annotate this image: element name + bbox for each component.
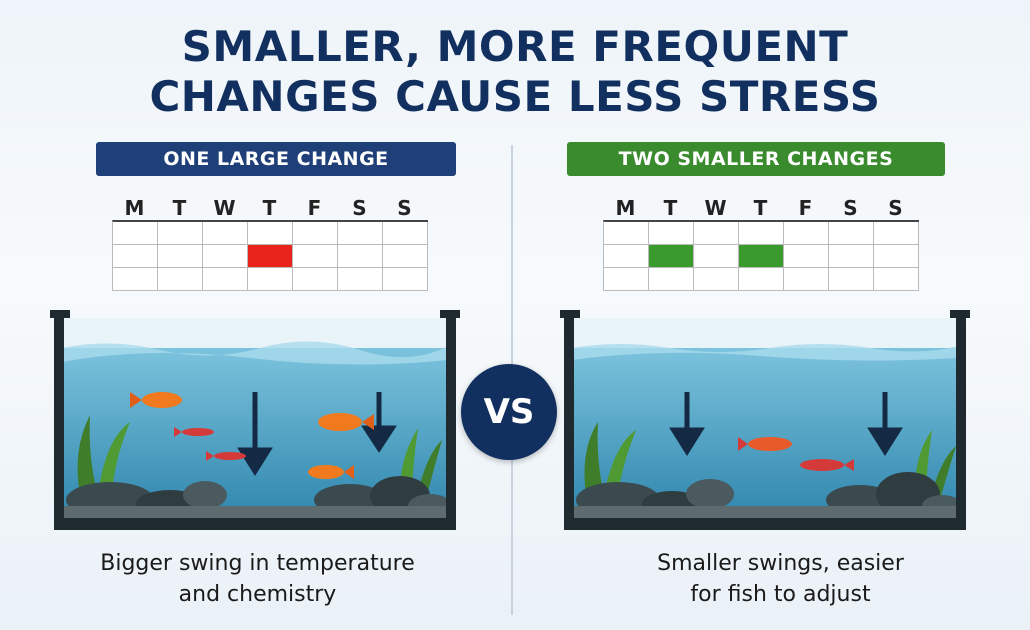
calendar-day-headers: M T W T F S S [112, 196, 428, 220]
day-label: W [704, 196, 727, 220]
caption-left: Bigger swing in temperature and chemistr… [0, 548, 515, 610]
calendar-cell [784, 245, 829, 268]
calendar-right: M T W T F S S [603, 196, 919, 291]
day-label: S [843, 196, 858, 220]
calendar-grid [603, 220, 919, 291]
day-label: S [888, 196, 903, 220]
calendar-cell [113, 245, 158, 268]
fish-icon [738, 437, 854, 471]
day-label: T [663, 196, 678, 220]
tank-frame [54, 312, 64, 530]
arrow-down-icon [669, 392, 903, 456]
calendar-cell [874, 268, 919, 291]
tank-frame [564, 312, 574, 530]
calendar-cell [203, 268, 248, 291]
calendar-cell [784, 222, 829, 245]
panel-two-smaller-changes: TWO SMALLER CHANGES M T W T F S S [515, 0, 1030, 630]
aquarium-illustration [50, 310, 460, 530]
title-line-1: SMALLER, MORE FREQUENT [181, 22, 849, 71]
panel-one-large-change: ONE LARGE CHANGE M T W T F S S [0, 142, 515, 610]
calendar-cell [158, 245, 203, 268]
day-label: F [798, 196, 813, 220]
aquarium-tank-left [50, 310, 460, 532]
calendar-cell [338, 268, 383, 291]
calendar-cell [158, 268, 203, 291]
calendar-cell [829, 268, 874, 291]
caption-line-1: Smaller swings, easier [657, 551, 904, 576]
aquarium-tank-right [560, 310, 970, 532]
day-label: M [615, 196, 636, 220]
calendar-cell [113, 222, 158, 245]
calendar-cell [383, 245, 428, 268]
day-label: T [753, 196, 768, 220]
caption-line-2: for fish to adjust [690, 582, 871, 607]
day-label: M [124, 196, 145, 220]
calendar-cell [203, 222, 248, 245]
gravel [62, 506, 448, 520]
calendar-cell [338, 222, 383, 245]
caption-line-2: and chemistry [178, 582, 337, 607]
day-label: T [172, 196, 187, 220]
calendar-cell [829, 245, 874, 268]
calendar-cell [604, 245, 649, 268]
calendar-cell [694, 222, 739, 245]
calendar-cell-highlighted [649, 245, 694, 268]
calendar-cell [694, 245, 739, 268]
calendar-cell [248, 222, 293, 245]
calendar-cell [293, 245, 338, 268]
calendar-cell [383, 268, 428, 291]
calendar-cell [649, 222, 694, 245]
day-label: S [397, 196, 412, 220]
calendar-cell [739, 268, 784, 291]
calendar-cell [694, 268, 739, 291]
heading-one-large-change: ONE LARGE CHANGE [96, 142, 456, 176]
calendar-cell [338, 245, 383, 268]
calendar-cell [248, 268, 293, 291]
calendar-cell [829, 222, 874, 245]
calendar-cell-highlighted [739, 245, 784, 268]
caption-line-1: Bigger swing in temperature [100, 551, 415, 576]
fish-icon [130, 392, 374, 479]
caption-right: Smaller swings, easier for fish to adjus… [523, 548, 1030, 610]
calendar-cell [604, 222, 649, 245]
calendar-cell [784, 268, 829, 291]
day-label: T [262, 196, 277, 220]
calendar-left: M T W T F S S [112, 196, 428, 291]
calendar-cell [874, 222, 919, 245]
calendar-cell [383, 222, 428, 245]
day-label: F [307, 196, 322, 220]
calendar-cell [113, 268, 158, 291]
calendar-cell [158, 222, 203, 245]
calendar-cell [739, 222, 784, 245]
calendar-day-headers: M T W T F S S [603, 196, 919, 220]
aquarium-illustration [560, 310, 970, 530]
day-label: W [213, 196, 236, 220]
arrow-down-icon [237, 392, 397, 476]
heading-two-smaller-changes: TWO SMALLER CHANGES [567, 142, 945, 176]
calendar-grid [112, 220, 428, 291]
calendar-cell [649, 268, 694, 291]
calendar-cell [293, 268, 338, 291]
calendar-cell [203, 245, 248, 268]
calendar-cell [604, 268, 649, 291]
gravel [572, 506, 958, 520]
vs-badge: VS [461, 364, 557, 460]
day-label: S [352, 196, 367, 220]
calendar-cell [293, 222, 338, 245]
calendar-cell-highlighted [248, 245, 293, 268]
page-title: SMALLER, MORE FREQUENT CHANGES CAUSE LES… [0, 22, 1030, 122]
title-line-2: CHANGES CAUSE LESS STRESS [149, 72, 881, 121]
calendar-cell [874, 245, 919, 268]
